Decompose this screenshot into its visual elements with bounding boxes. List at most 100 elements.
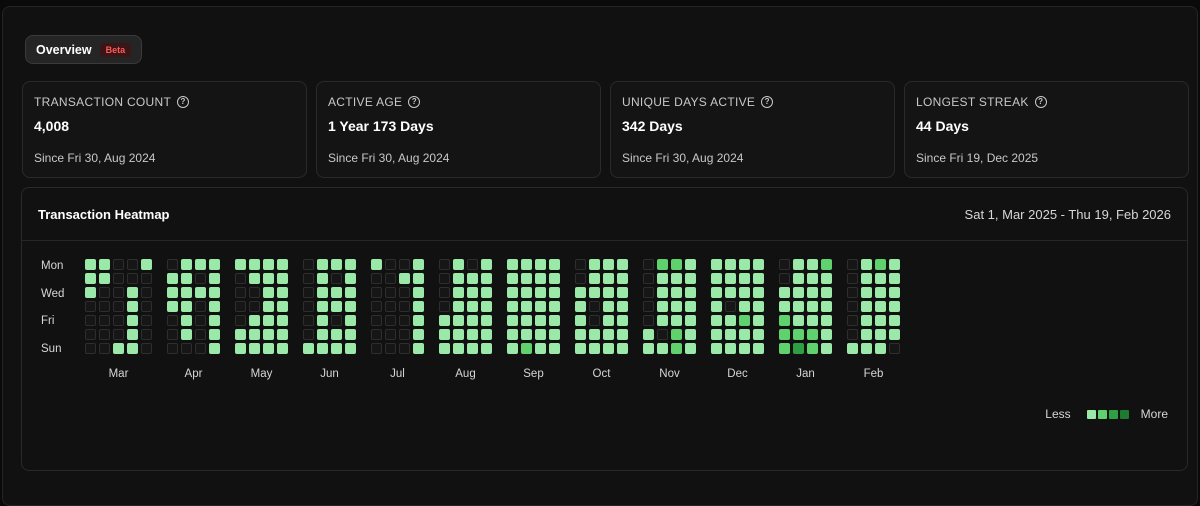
heatmap-cell[interactable] — [793, 343, 804, 354]
heatmap-cell[interactable] — [575, 315, 586, 326]
heatmap-cell[interactable] — [481, 329, 492, 340]
heatmap-cell[interactable] — [317, 343, 328, 354]
heatmap-cell[interactable] — [167, 287, 178, 298]
heatmap-cell[interactable] — [331, 343, 342, 354]
heatmap-cell[interactable] — [263, 315, 274, 326]
heatmap-cell[interactable] — [413, 259, 424, 270]
heatmap-cell[interactable] — [725, 315, 736, 326]
heatmap-cell[interactable] — [807, 343, 818, 354]
heatmap-cell[interactable] — [821, 343, 832, 354]
heatmap-cell[interactable] — [779, 259, 790, 270]
heatmap-cell[interactable] — [453, 273, 464, 284]
heatmap-cell[interactable] — [821, 287, 832, 298]
heatmap-cell[interactable] — [725, 329, 736, 340]
heatmap-cell[interactable] — [575, 301, 586, 312]
heatmap-cell[interactable] — [277, 301, 288, 312]
heatmap-cell[interactable] — [453, 287, 464, 298]
heatmap-cell[interactable] — [575, 273, 586, 284]
heatmap-cell[interactable] — [507, 301, 518, 312]
heatmap-cell[interactable] — [385, 273, 396, 284]
heatmap-cell[interactable] — [263, 287, 274, 298]
heatmap-cell[interactable] — [847, 259, 858, 270]
heatmap-cell[interactable] — [303, 315, 314, 326]
heatmap-cell[interactable] — [399, 315, 410, 326]
heatmap-cell[interactable] — [657, 259, 668, 270]
heatmap-cell[interactable] — [181, 315, 192, 326]
heatmap-cell[interactable] — [821, 259, 832, 270]
heatmap-cell[interactable] — [753, 273, 764, 284]
heatmap-cell[interactable] — [399, 259, 410, 270]
heatmap-cell[interactable] — [549, 301, 560, 312]
heatmap-cell[interactable] — [127, 329, 138, 340]
heatmap-cell[interactable] — [453, 329, 464, 340]
heatmap-cell[interactable] — [481, 287, 492, 298]
heatmap-cell[interactable] — [385, 287, 396, 298]
heatmap-cell[interactable] — [277, 259, 288, 270]
heatmap-cell[interactable] — [861, 315, 872, 326]
heatmap-cell[interactable] — [127, 287, 138, 298]
heatmap-cell[interactable] — [589, 259, 600, 270]
heatmap-cell[interactable] — [603, 273, 614, 284]
heatmap-cell[interactable] — [249, 273, 260, 284]
heatmap-cell[interactable] — [807, 273, 818, 284]
heatmap-cell[interactable] — [141, 301, 152, 312]
heatmap-cell[interactable] — [739, 343, 750, 354]
heatmap-cell[interactable] — [617, 343, 628, 354]
heatmap-cell[interactable] — [617, 301, 628, 312]
heatmap-cell[interactable] — [861, 259, 872, 270]
heatmap-cell[interactable] — [331, 315, 342, 326]
heatmap-cell[interactable] — [195, 315, 206, 326]
heatmap-cell[interactable] — [575, 259, 586, 270]
heatmap-cell[interactable] — [549, 259, 560, 270]
heatmap-cell[interactable] — [711, 315, 722, 326]
heatmap-cell[interactable] — [875, 343, 886, 354]
heatmap-cell[interactable] — [399, 273, 410, 284]
heatmap-cell[interactable] — [439, 287, 450, 298]
heatmap-cell[interactable] — [85, 329, 96, 340]
heatmap-cell[interactable] — [263, 259, 274, 270]
heatmap-cell[interactable] — [181, 343, 192, 354]
heatmap-cell[interactable] — [385, 259, 396, 270]
heatmap-cell[interactable] — [657, 273, 668, 284]
heatmap-cell[interactable] — [685, 301, 696, 312]
heatmap-cell[interactable] — [277, 329, 288, 340]
heatmap-cell[interactable] — [643, 329, 654, 340]
heatmap-cell[interactable] — [467, 301, 478, 312]
help-icon[interactable]: ? — [1034, 96, 1047, 108]
heatmap-cell[interactable] — [345, 329, 356, 340]
heatmap-cell[interactable] — [249, 287, 260, 298]
heatmap-cell[interactable] — [889, 301, 900, 312]
heatmap-cell[interactable] — [657, 315, 668, 326]
heatmap-cell[interactable] — [521, 273, 532, 284]
heatmap-cell[interactable] — [793, 287, 804, 298]
heatmap-cell[interactable] — [481, 343, 492, 354]
heatmap-cell[interactable] — [535, 259, 546, 270]
heatmap-cell[interactable] — [371, 273, 382, 284]
heatmap-cell[interactable] — [793, 315, 804, 326]
heatmap-cell[interactable] — [331, 287, 342, 298]
heatmap-cell[interactable] — [167, 259, 178, 270]
heatmap-cell[interactable] — [643, 287, 654, 298]
heatmap-cell[interactable] — [657, 301, 668, 312]
heatmap-cell[interactable] — [303, 273, 314, 284]
heatmap-cell[interactable] — [331, 329, 342, 340]
heatmap-cell[interactable] — [847, 301, 858, 312]
heatmap-cell[interactable] — [371, 287, 382, 298]
heatmap-cell[interactable] — [303, 329, 314, 340]
heatmap-cell[interactable] — [453, 315, 464, 326]
heatmap-cell[interactable] — [589, 315, 600, 326]
heatmap-cell[interactable] — [413, 343, 424, 354]
heatmap-cell[interactable] — [371, 315, 382, 326]
heatmap-cell[interactable] — [99, 329, 110, 340]
heatmap-cell[interactable] — [181, 259, 192, 270]
heatmap-cell[interactable] — [549, 315, 560, 326]
heatmap-cell[interactable] — [235, 343, 246, 354]
heatmap-cell[interactable] — [195, 259, 206, 270]
heatmap-cell[interactable] — [249, 329, 260, 340]
heatmap-cell[interactable] — [141, 343, 152, 354]
heatmap-cell[interactable] — [317, 329, 328, 340]
heatmap-cell[interactable] — [617, 287, 628, 298]
heatmap-cell[interactable] — [263, 343, 274, 354]
heatmap-cell[interactable] — [277, 315, 288, 326]
heatmap-cell[interactable] — [603, 343, 614, 354]
